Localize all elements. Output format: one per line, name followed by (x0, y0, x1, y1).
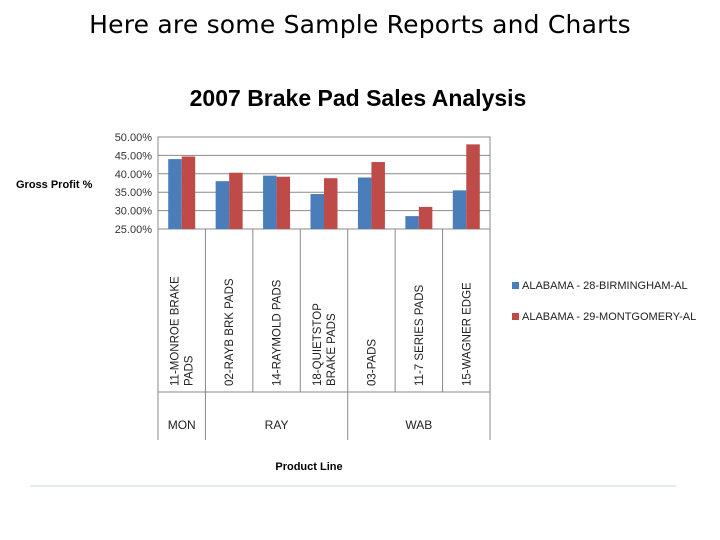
category-label: 18-QUIETSTOP (312, 303, 324, 386)
bar (371, 162, 385, 229)
y-tick-label: 45.00% (115, 150, 153, 162)
bar (418, 206, 433, 229)
slide-title: Here are some Sample Reports and Charts (89, 10, 631, 39)
y-tick-label: 30.00% (115, 206, 153, 218)
bar (405, 216, 419, 229)
category-label-group: 03-PADS (366, 339, 378, 386)
bar (263, 175, 277, 229)
legend-swatch (512, 282, 519, 289)
category-label: 15-WAGNER EDGE (461, 282, 473, 386)
bar (168, 159, 182, 229)
y-tick-label: 35.00% (115, 187, 153, 199)
bar (466, 144, 480, 229)
bar (181, 156, 196, 229)
y-tick-label: 25.00% (115, 224, 153, 236)
legend-label: ALABAMA - 28-BIRMINGHAM-AL (522, 280, 688, 292)
category-label-group: 18-QUIETSTOP BRAKE PADS (312, 303, 338, 386)
bar (215, 181, 230, 229)
group-label: RAY (265, 418, 289, 432)
category-label: 11-7 SERIES PADS (414, 284, 426, 386)
bar (276, 176, 291, 229)
y-tick-label: 40.00% (115, 169, 153, 181)
chart-title: 2007 Brake Pad Sales Analysis (190, 85, 527, 111)
category-label-group: 02-RAYB BRK PADS (224, 278, 236, 386)
category-label-group: 11-7 SERIES PADS (414, 284, 426, 386)
bar (310, 194, 324, 229)
category-label: 11-MONROE BRAKE (170, 276, 182, 386)
bar (229, 172, 243, 229)
group-label: WAB (405, 418, 432, 432)
category-label-group: 11-MONROE BRAKE PADS (170, 276, 196, 386)
category-label: 03-PADS (366, 339, 378, 386)
bar (357, 177, 372, 229)
category-label-group: 14-RAYMOLD PADS (272, 279, 284, 386)
bar (324, 178, 338, 229)
x-axis-label: Product Line (275, 461, 342, 473)
legend-swatch (512, 313, 519, 320)
bar (452, 190, 467, 229)
y-axis-label: Gross Profit % (16, 179, 93, 191)
category-label: 14-RAYMOLD PADS (272, 279, 284, 386)
group-label: MON (168, 418, 196, 432)
y-tick-label: 50.00% (115, 132, 153, 144)
category-label: BRAKE PADS (326, 313, 338, 386)
legend-label: ALABAMA - 29-MONTGOMERY-AL (522, 311, 696, 323)
category-label: PADS (184, 355, 196, 386)
category-label: 02-RAYB BRK PADS (224, 278, 236, 386)
category-label-group: 15-WAGNER EDGE (461, 282, 473, 386)
